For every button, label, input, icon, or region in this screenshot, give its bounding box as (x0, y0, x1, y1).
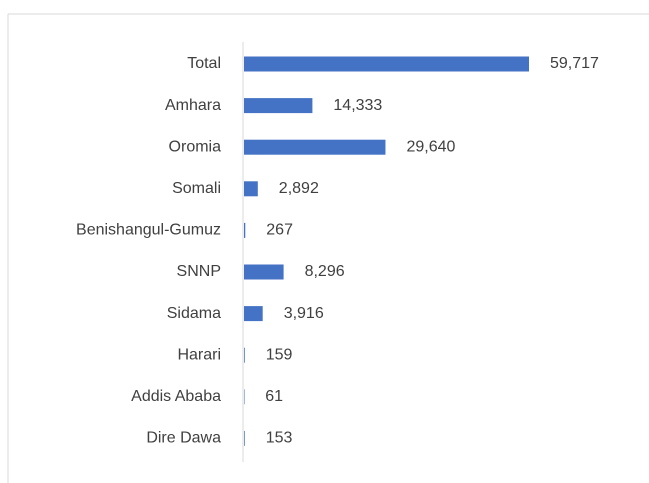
data-label: 2,892 (279, 180, 319, 197)
y-tick-label: Oromia (169, 138, 222, 155)
data-label: 29,640 (406, 138, 455, 155)
bar (244, 139, 386, 155)
y-tick-label: Somali (172, 180, 221, 197)
y-tick-label: Harari (177, 346, 221, 363)
data-label: 14,333 (333, 97, 382, 114)
bar (244, 264, 284, 280)
y-tick-label: Sidama (167, 305, 221, 322)
bar (244, 306, 263, 322)
bar (244, 222, 246, 238)
data-label: 61 (265, 388, 283, 405)
y-tick-label: Benishangul-Gumuz (76, 222, 221, 239)
data-label: 59,717 (550, 55, 599, 72)
data-label: 3,916 (284, 305, 324, 322)
bar (244, 181, 258, 197)
y-tick-label: Amhara (165, 97, 221, 114)
y-tick-label: Addis Ababa (131, 388, 221, 405)
bar (244, 347, 245, 363)
bar (244, 389, 245, 405)
bar (244, 430, 245, 446)
data-label: 8,296 (305, 263, 345, 280)
y-tick-label: SNNP (177, 263, 221, 280)
y-tick-label: Dire Dawa (146, 430, 221, 447)
bar (244, 56, 529, 72)
y-tick-label: Total (187, 55, 221, 72)
data-label: 153 (266, 430, 293, 447)
bar (244, 98, 313, 114)
data-label: 159 (266, 346, 293, 363)
data-label: 267 (266, 222, 293, 239)
